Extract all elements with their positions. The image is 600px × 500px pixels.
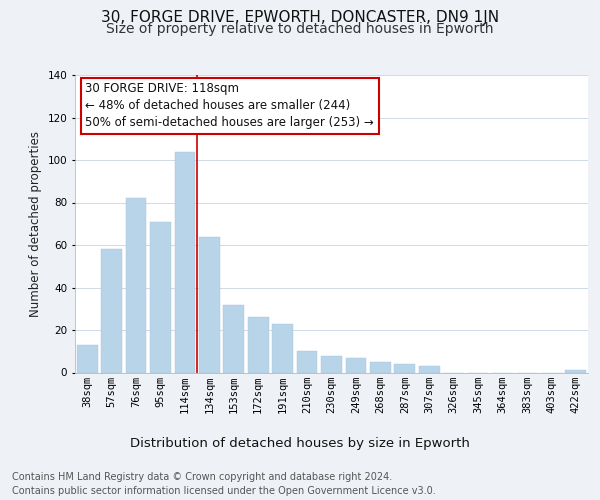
Bar (150, 222, 171, 372)
Text: 30, FORGE DRIVE, EPWORTH, DONCASTER, DN9 1JN: 30, FORGE DRIVE, EPWORTH, DONCASTER, DN9… (101, 10, 499, 25)
Bar (346, 358, 367, 372)
Text: Contains public sector information licensed under the Open Government Licence v3: Contains public sector information licen… (12, 486, 436, 496)
Text: Contains HM Land Registry data © Crown copyright and database right 2024.: Contains HM Land Registry data © Crown c… (12, 472, 392, 482)
Bar (101, 249, 122, 372)
Bar (248, 318, 269, 372)
Bar (419, 366, 440, 372)
Bar (394, 364, 415, 372)
Text: Size of property relative to detached houses in Epworth: Size of property relative to detached ho… (106, 22, 494, 36)
Y-axis label: Number of detached properties: Number of detached properties (29, 130, 42, 317)
Bar (199, 236, 220, 372)
Bar (321, 356, 342, 372)
Bar (77, 345, 98, 372)
Bar (272, 324, 293, 372)
Text: 30 FORGE DRIVE: 118sqm
← 48% of detached houses are smaller (244)
50% of semi-de: 30 FORGE DRIVE: 118sqm ← 48% of detached… (85, 82, 374, 130)
Bar (370, 362, 391, 372)
Bar (565, 370, 586, 372)
Bar (175, 152, 196, 372)
Bar (296, 351, 317, 372)
Text: Distribution of detached houses by size in Epworth: Distribution of detached houses by size … (130, 438, 470, 450)
Bar (125, 198, 146, 372)
Bar (223, 304, 244, 372)
